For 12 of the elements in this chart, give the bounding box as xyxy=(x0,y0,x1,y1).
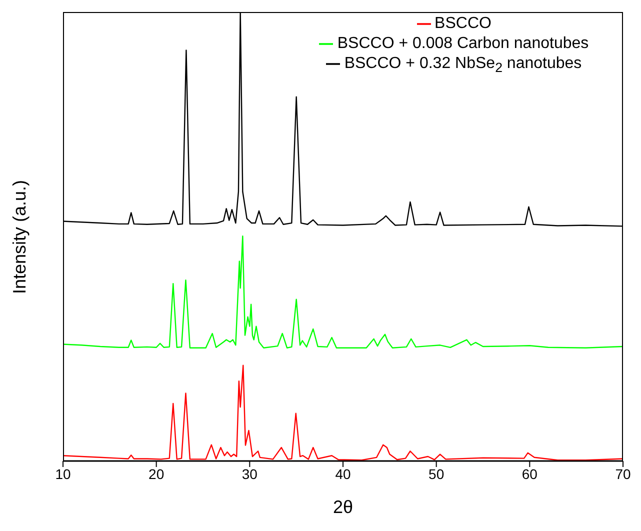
legend-label: BSCCO xyxy=(434,15,492,32)
legend-label: BSCCO + 0.32 NbSe$_{2}$ nanotubes xyxy=(344,55,582,76)
x-tick-label: 50 xyxy=(428,466,444,482)
x-tick-label: 10 xyxy=(55,466,71,482)
x-axis-title: 2θ xyxy=(332,497,354,517)
x-tick-label: 40 xyxy=(335,466,351,482)
x-tick-label: 20 xyxy=(148,466,164,482)
x-tick-label: 30 xyxy=(242,466,258,482)
x-tick-label: 70 xyxy=(615,466,631,482)
legend-label: BSCCO + 0.008 Carbon nanotubes xyxy=(337,35,589,52)
y-axis-title: Intensity (a.u.) xyxy=(10,179,30,294)
x-tick-label: 60 xyxy=(522,466,538,482)
